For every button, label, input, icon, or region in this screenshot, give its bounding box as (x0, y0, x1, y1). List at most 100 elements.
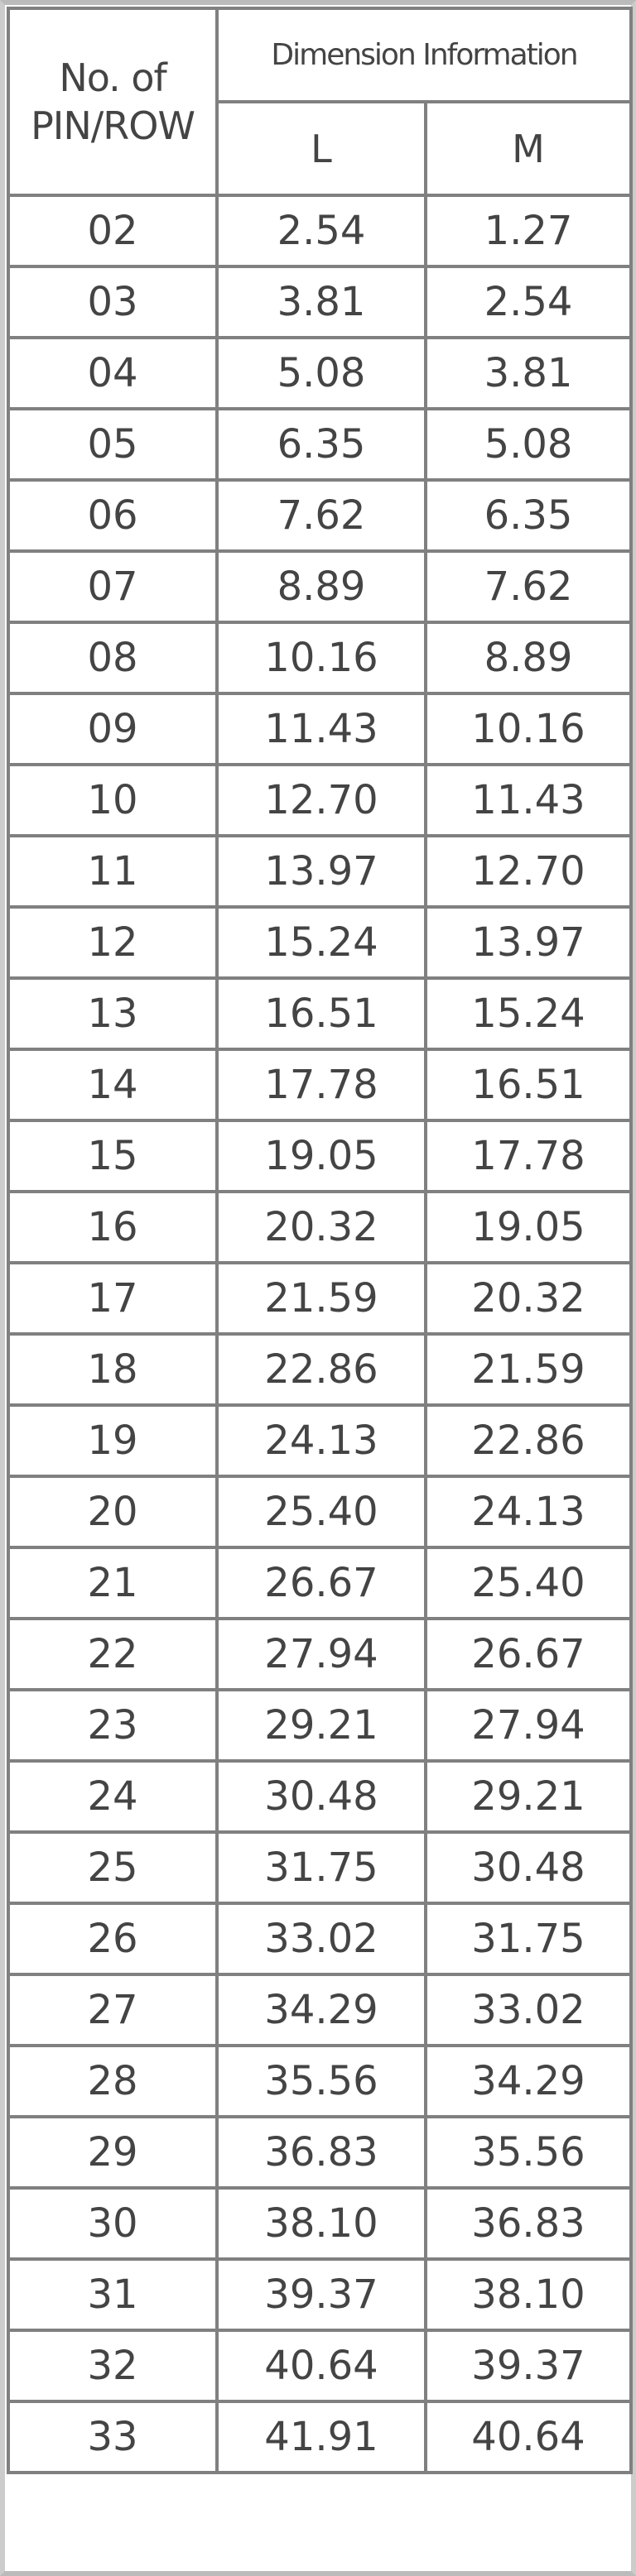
dimension-l-cell: 11.43 (215, 692, 427, 766)
pin-count-cell: 09 (7, 692, 219, 766)
dimension-m-cell: 27.94 (424, 1688, 633, 1763)
table-row: 11 13.97 12.70 (7, 834, 633, 909)
dimension-l-cell: 22.86 (215, 1332, 427, 1407)
dimension-l-cell: 34.29 (215, 1973, 427, 2047)
pin-count-cell: 23 (7, 1688, 219, 1763)
pin-row-header: No. of PIN/ROW (7, 7, 219, 197)
dimension-l-cell: 5.08 (215, 336, 427, 410)
pin-count-cell: 29 (7, 2115, 219, 2190)
table-row: 13 16.51 15.24 (7, 976, 633, 1051)
dimension-m-cell: 6.35 (424, 478, 633, 553)
dimension-info-header: Dimension Information (215, 7, 633, 103)
dimension-l-cell: 16.51 (215, 976, 427, 1051)
pin-count-cell: 19 (7, 1403, 219, 1478)
dimension-m-cell: 39.37 (424, 2329, 633, 2403)
pin-count-cell: 16 (7, 1190, 219, 1264)
table-row: 19 24.13 22.86 (7, 1403, 633, 1478)
dimension-m-cell: 8.89 (424, 621, 633, 695)
table-row: 20 25.40 24.13 (7, 1475, 633, 1549)
table-row: 05 6.35 5.08 (7, 407, 633, 482)
table-row: 33 41.91 40.64 (7, 2400, 633, 2474)
table-row: 02 2.54 1.27 (7, 194, 633, 268)
pin-count-cell: 14 (7, 1048, 219, 1122)
table-row: 32 40.64 39.37 (7, 2329, 633, 2403)
dimension-m-cell: 40.64 (424, 2400, 633, 2474)
pin-count-cell: 18 (7, 1332, 219, 1407)
dimension-m-cell: 16.51 (424, 1048, 633, 1122)
table-row: 14 17.78 16.51 (7, 1048, 633, 1122)
pin-count-cell: 17 (7, 1261, 219, 1336)
dimension-l-cell: 3.81 (215, 265, 427, 339)
dimension-m-cell: 5.08 (424, 407, 633, 482)
dimension-m-cell: 33.02 (424, 1973, 633, 2047)
dimension-l-cell: 41.91 (215, 2400, 427, 2474)
dimension-m-cell: 10.16 (424, 692, 633, 766)
dimension-l-cell: 7.62 (215, 478, 427, 553)
dimension-m-cell: 20.32 (424, 1261, 633, 1336)
table-row: 09 11.43 10.16 (7, 692, 633, 766)
table-row: 08 10.16 8.89 (7, 621, 633, 695)
dimension-m-cell: 2.54 (424, 265, 633, 339)
table-row: 22 27.94 26.67 (7, 1617, 633, 1691)
dimension-m-cell: 7.62 (424, 549, 633, 624)
dimension-m-cell: 19.05 (424, 1190, 633, 1264)
table-row: 21 26.67 25.40 (7, 1546, 633, 1620)
dimension-l-cell: 8.89 (215, 549, 427, 624)
pin-count-cell: 20 (7, 1475, 219, 1549)
pin-count-cell: 15 (7, 1119, 219, 1193)
dimension-m-cell: 11.43 (424, 763, 633, 837)
dimension-m-cell: 35.56 (424, 2115, 633, 2190)
dimension-m-cell: 17.78 (424, 1119, 633, 1193)
dimension-l-cell: 29.21 (215, 1688, 427, 1763)
dimension-m-cell: 38.10 (424, 2257, 633, 2332)
pin-header-line2: PIN/ROW (31, 103, 195, 148)
dimension-m-cell: 29.21 (424, 1759, 633, 1834)
dimension-l-cell: 6.35 (215, 407, 427, 482)
pin-count-cell: 26 (7, 1902, 219, 1976)
dimension-m-cell: 25.40 (424, 1546, 633, 1620)
dimension-l-cell: 17.78 (215, 1048, 427, 1122)
pin-count-cell: 05 (7, 407, 219, 482)
pin-count-cell: 04 (7, 336, 219, 410)
table-body: 02 2.54 1.27 03 3.81 2.54 04 5.08 3.81 05 6.35 5.08… (7, 194, 633, 2474)
dimension-l-cell: 24.13 (215, 1403, 427, 1478)
pin-count-cell: 25 (7, 1830, 219, 1905)
dimension-m-cell: 30.48 (424, 1830, 633, 1905)
dimension-l-cell: 27.94 (215, 1617, 427, 1691)
dimension-m-cell: 15.24 (424, 976, 633, 1051)
dimension-m-cell: 26.67 (424, 1617, 633, 1691)
pin-count-cell: 21 (7, 1546, 219, 1620)
dimension-table: No. of PIN/ROW Dimension Information L M… (7, 7, 633, 2474)
table-row: 10 12.70 11.43 (7, 763, 633, 837)
table-row: 07 8.89 7.62 (7, 549, 633, 624)
dimension-l-cell: 19.05 (215, 1119, 427, 1193)
dimension-l-cell: 30.48 (215, 1759, 427, 1834)
table-row: 26 33.02 31.75 (7, 1902, 633, 1976)
table-row: 29 36.83 35.56 (7, 2115, 633, 2190)
dimension-l-cell: 40.64 (215, 2329, 427, 2403)
column-header-m: M (424, 100, 633, 197)
dimension-l-cell: 21.59 (215, 1261, 427, 1336)
dimension-l-cell: 15.24 (215, 905, 427, 980)
pin-count-cell: 33 (7, 2400, 219, 2474)
table-row: 27 34.29 33.02 (7, 1973, 633, 2047)
dimension-m-cell: 34.29 (424, 2044, 633, 2118)
dimension-l-cell: 12.70 (215, 763, 427, 837)
dimension-m-cell: 3.81 (424, 336, 633, 410)
dimension-m-cell: 36.83 (424, 2186, 633, 2261)
pin-count-cell: 27 (7, 1973, 219, 2047)
table-row: 04 5.08 3.81 (7, 336, 633, 410)
dimension-l-cell: 35.56 (215, 2044, 427, 2118)
dimension-l-cell: 38.10 (215, 2186, 427, 2261)
dimension-l-cell: 10.16 (215, 621, 427, 695)
dimension-l-cell: 20.32 (215, 1190, 427, 1264)
table-row: 03 3.81 2.54 (7, 265, 633, 339)
column-header-l: L (215, 100, 427, 197)
table-row: 17 21.59 20.32 (7, 1261, 633, 1336)
pin-count-cell: 24 (7, 1759, 219, 1834)
pin-count-cell: 12 (7, 905, 219, 980)
dimension-l-cell: 36.83 (215, 2115, 427, 2190)
dimension-m-cell: 1.27 (424, 194, 633, 268)
pin-count-cell: 30 (7, 2186, 219, 2261)
pin-count-cell: 03 (7, 265, 219, 339)
